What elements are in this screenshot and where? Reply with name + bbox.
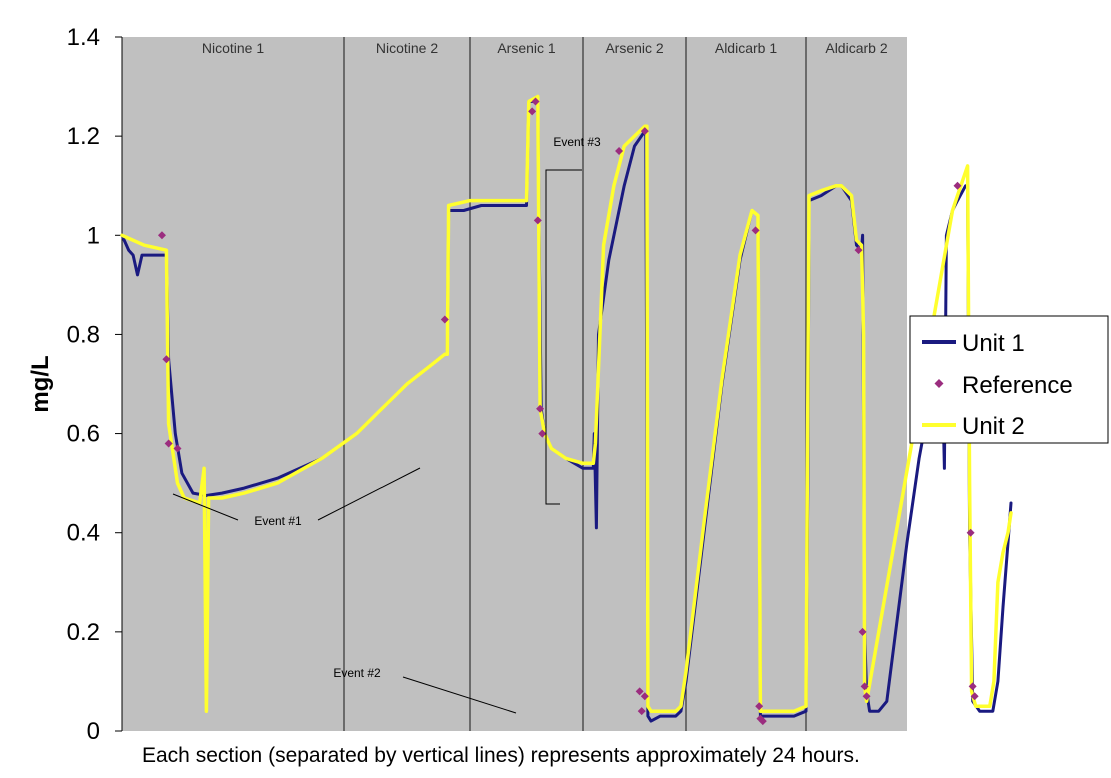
series-reference-marker [164,439,173,448]
event-2-label: Event #2 [333,666,381,680]
event-3-label: Event #3 [553,135,601,149]
y-tick-label: 1.4 [67,24,100,51]
y-axis-label: mg/L [27,355,54,412]
plot-area [122,37,907,731]
y-tick-label: 0.2 [67,619,100,646]
y-tick-label: 0.8 [67,321,100,348]
event-2-leader [402,676,517,714]
series-reference-marker [533,216,542,225]
section-label: Arsenic 1 [497,40,556,56]
event-3-bracket [545,169,582,505]
event-1-label: Event #1 [254,514,302,528]
series-reference-marker [862,692,871,701]
series-reference-marker [968,682,977,691]
legend-label-unit-2: Unit 2 [962,413,1025,440]
series-reference-marker [854,246,863,255]
series-reference-marker [173,444,182,453]
legend-swatch-reference [934,379,944,388]
series-reference-marker [157,231,166,240]
y-tick-label: 0.6 [67,421,100,448]
section-label: Arsenic 2 [605,40,664,56]
series-reference-marker [758,717,767,726]
series-reference-marker [970,692,979,701]
legend-label-reference: Reference [962,372,1073,399]
y-tick-label: 1 [87,222,100,249]
series-reference-marker [531,97,540,106]
event-1-leader-left [172,493,239,521]
series-unit-2-line [120,94,1013,713]
series-reference-marker [953,181,962,190]
series-reference-marker [858,627,867,636]
series-reference-marker [755,702,764,711]
section-label: Nicotine 1 [202,40,264,56]
series-reference-marker [637,707,646,716]
series-reference-marker [751,226,760,235]
series-reference-marker [528,107,537,116]
series-reference-marker [538,429,547,438]
section-label: Aldicarb 1 [715,40,777,56]
y-tick-label: 1.2 [67,123,100,150]
y-tick-label: 0 [87,718,100,745]
legend-label-unit-1: Unit 1 [962,330,1025,357]
series-reference-marker [440,315,449,324]
caption: Each section (separated by vertical line… [142,744,860,767]
series-reference-marker [615,147,624,156]
series-reference-marker [860,682,869,691]
series-reference-marker [640,692,649,701]
section-label: Nicotine 2 [376,40,438,56]
series-reference-marker [640,127,649,136]
series-reference-marker [966,528,975,537]
event-1-leader-right [317,467,421,521]
section-label: Aldicarb 2 [825,40,887,56]
legend-box [909,315,1109,444]
series-reference-marker [162,355,171,364]
legend: Unit 1 Reference Unit 2 [909,315,1109,444]
series-reference-marker [635,687,644,696]
series-reference-marker [536,404,545,413]
y-tick-label: 0.4 [67,520,100,547]
